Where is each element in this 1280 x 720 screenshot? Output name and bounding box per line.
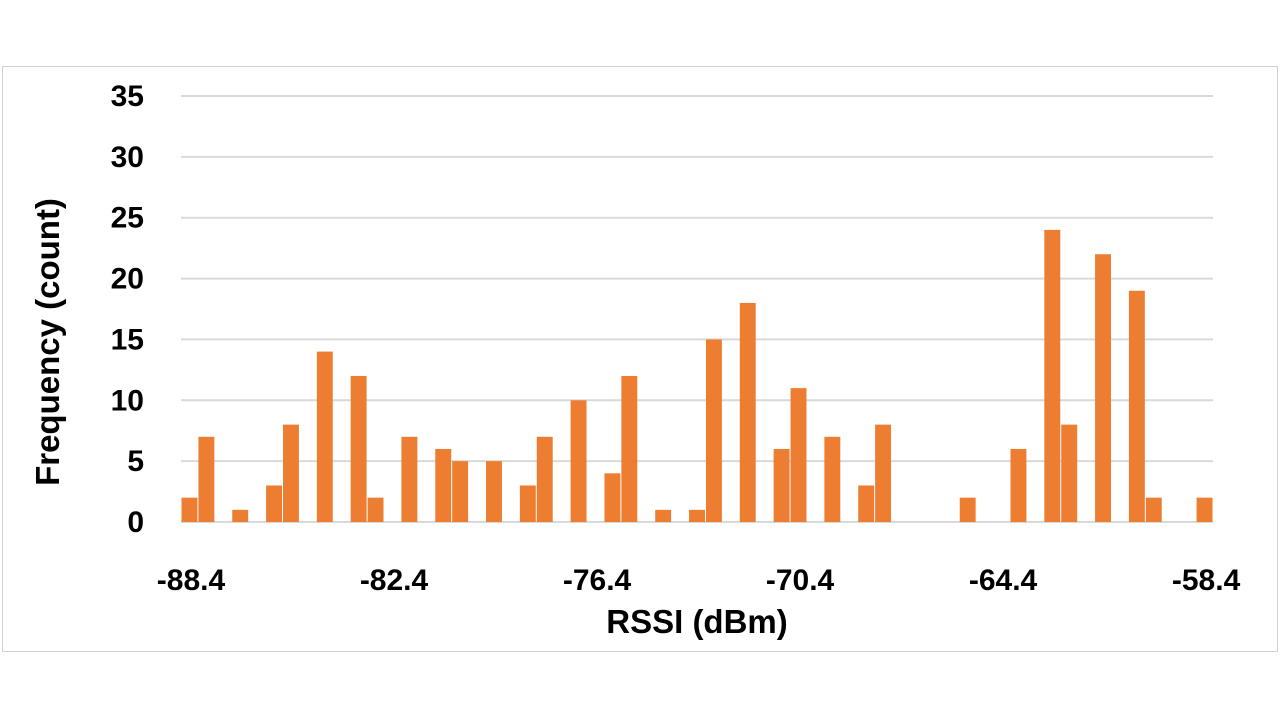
x-tick-label: -64.4 <box>969 564 1038 597</box>
histogram-bar <box>1061 424 1078 522</box>
y-tick-label: 35 <box>111 80 144 113</box>
x-tick-label: -88.4 <box>157 564 226 597</box>
histogram-bar <box>452 461 469 522</box>
histogram-bar <box>773 448 790 522</box>
x-tick-label: -82.4 <box>360 564 429 597</box>
y-tick-label: 10 <box>111 384 144 417</box>
histogram-bar <box>689 509 705 522</box>
histogram-bar <box>570 400 587 522</box>
histogram-bar <box>181 497 198 522</box>
histogram-bar <box>1196 497 1213 522</box>
histogram-bar <box>198 436 215 522</box>
histogram-bar <box>739 302 756 522</box>
histogram-bar <box>435 448 452 522</box>
histogram-bar <box>519 485 536 522</box>
y-tick-labels: 0 5 10 15 20 25 30 35 <box>111 80 144 539</box>
y-tick-label: 5 <box>127 445 144 478</box>
histogram-bar <box>858 485 875 522</box>
x-tick-label: -70.4 <box>766 564 835 597</box>
histogram-bar <box>283 424 299 522</box>
histogram-bar <box>1145 497 1162 522</box>
histogram-bar <box>604 473 621 522</box>
chart-frame <box>2 66 1278 652</box>
y-tick-label: 15 <box>111 323 144 356</box>
histogram-bar <box>401 436 418 522</box>
y-tick-label: 30 <box>111 141 144 174</box>
histogram-bar <box>1128 290 1145 522</box>
histogram-bar <box>621 375 638 522</box>
histogram-bar <box>232 509 249 522</box>
histogram-bar <box>1044 229 1061 522</box>
histogram-bar <box>536 436 553 522</box>
histogram-bar <box>824 436 841 522</box>
y-tick-label: 25 <box>111 202 144 235</box>
y-tick-label: 20 <box>111 263 144 296</box>
histogram-bar <box>350 375 367 522</box>
y-axis-title: Frequency (count) <box>29 198 66 486</box>
x-axis-title: RSSI (dBm) <box>606 603 788 640</box>
histogram-bar <box>486 461 502 522</box>
bars <box>181 229 1213 522</box>
x-tick-label: -58.4 <box>1172 564 1241 597</box>
x-tick-labels: -88.4 -82.4 -76.4 -70.4 -64.4 -58.4 <box>157 564 1241 597</box>
histogram-bar <box>1095 254 1111 522</box>
histogram-bar <box>266 485 283 522</box>
x-tick-label: -76.4 <box>563 564 632 597</box>
histogram-bar <box>790 388 807 522</box>
histogram-bar <box>367 497 384 522</box>
histogram-bar <box>959 497 976 522</box>
histogram-bar <box>875 424 892 522</box>
y-tick-label: 0 <box>127 506 144 539</box>
histogram-bar <box>316 351 333 522</box>
histogram-bar <box>1010 448 1027 522</box>
histogram-bar <box>705 339 722 522</box>
histogram-bar <box>655 509 672 522</box>
